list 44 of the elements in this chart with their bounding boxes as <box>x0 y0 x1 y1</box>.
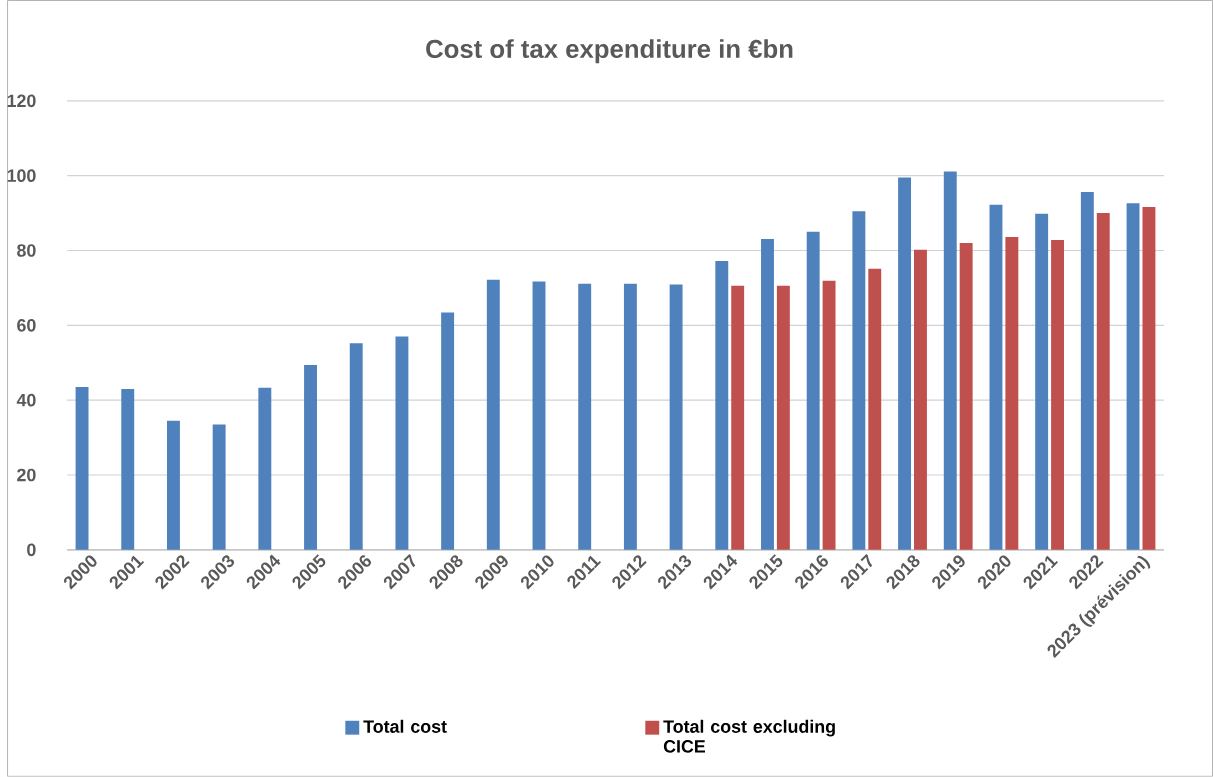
bar <box>943 171 957 550</box>
bar <box>1035 213 1049 550</box>
bar <box>486 279 500 550</box>
bar <box>715 261 729 550</box>
y-tick-label: 60 <box>17 319 36 332</box>
bar <box>852 211 866 550</box>
legend-label: Total cost <box>363 719 447 733</box>
bar <box>441 312 455 550</box>
bar <box>1080 192 1094 550</box>
bar <box>258 387 272 550</box>
y-tick-label: 100 <box>7 169 36 183</box>
bar <box>395 336 409 550</box>
chart-title: Cost of tax expenditure in €bn <box>426 39 793 64</box>
bar <box>959 243 973 550</box>
bar <box>212 424 226 550</box>
bar <box>532 281 546 550</box>
bar <box>1126 203 1140 550</box>
bar <box>304 365 317 550</box>
bar <box>731 285 745 550</box>
bar <box>914 249 927 550</box>
bar <box>1005 237 1019 550</box>
bar <box>1051 240 1065 550</box>
bar <box>623 283 637 550</box>
bar <box>1142 207 1156 550</box>
legend-label: Total cost excluding CICE <box>663 719 835 753</box>
bar <box>989 204 1003 550</box>
bar <box>822 280 836 550</box>
bar <box>349 343 363 550</box>
y-tick-label: 20 <box>17 468 36 482</box>
y-tick-label: 40 <box>16 393 36 407</box>
bar <box>669 284 683 550</box>
y-tick-label: 0 <box>27 543 36 557</box>
bar <box>868 268 882 550</box>
bar <box>1096 213 1110 550</box>
bar <box>75 387 89 550</box>
bar <box>898 177 912 550</box>
bar <box>121 389 135 550</box>
y-tick-label: 120 <box>7 94 36 108</box>
y-tick-label: 80 <box>17 244 36 257</box>
bar <box>776 285 790 550</box>
bar <box>166 420 180 550</box>
bar <box>578 283 592 550</box>
bar <box>761 238 774 550</box>
bar <box>806 231 820 550</box>
